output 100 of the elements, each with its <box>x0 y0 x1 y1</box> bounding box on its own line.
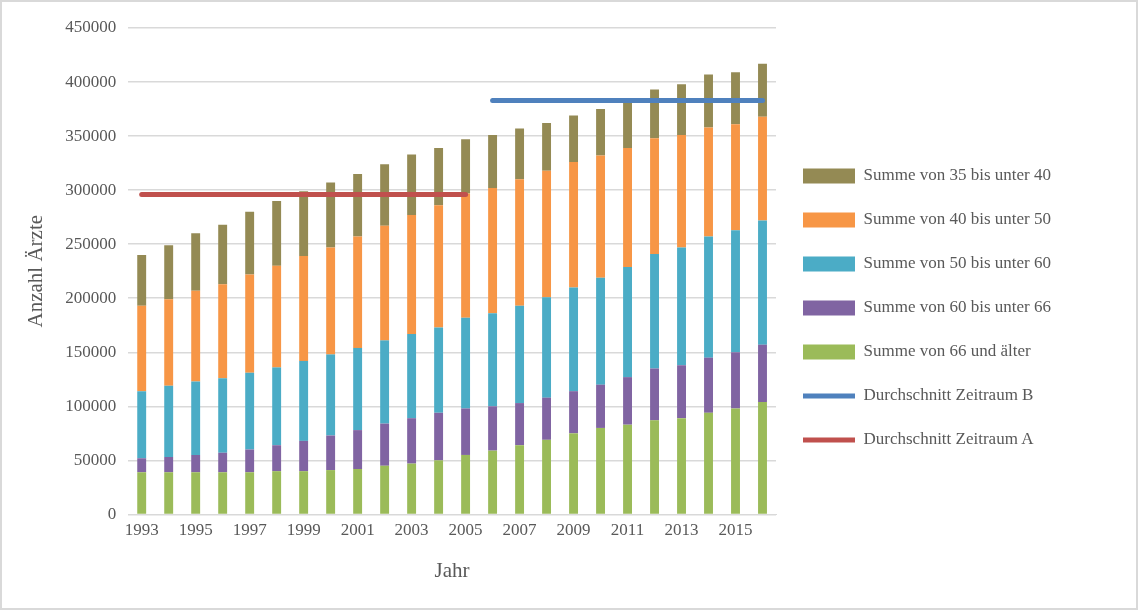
y-tick-label: 200000 <box>65 287 117 307</box>
y-axis-title: Anzahl Ärzte <box>23 214 48 328</box>
bar <box>758 344 767 402</box>
bar <box>380 340 390 424</box>
x-tick-label: 2005 <box>448 520 483 540</box>
x-tick-label: 2003 <box>394 520 429 540</box>
bar <box>542 439 552 514</box>
bar <box>326 435 336 471</box>
bar <box>407 463 417 514</box>
bar <box>191 290 201 382</box>
bar <box>380 225 390 341</box>
bar <box>650 368 659 421</box>
bar <box>596 427 606 514</box>
bar <box>434 460 444 514</box>
bar <box>272 367 282 446</box>
x-tick-label: 2013 <box>664 520 699 540</box>
bar <box>191 381 201 455</box>
bar <box>380 164 390 226</box>
bar <box>758 116 767 221</box>
bar <box>272 200 282 266</box>
y-tick-label: 0 <box>107 503 117 523</box>
bar <box>407 333 417 419</box>
bar <box>515 445 525 514</box>
bar <box>704 236 713 358</box>
bar <box>272 471 282 514</box>
bar <box>218 472 228 514</box>
bar <box>137 254 147 306</box>
bar <box>569 162 579 288</box>
bar <box>596 384 606 428</box>
bar <box>488 450 498 514</box>
bar <box>164 457 174 473</box>
bar <box>137 305 147 392</box>
bar <box>164 385 174 458</box>
x-tick-label: 1995 <box>178 520 213 540</box>
bar <box>704 357 713 413</box>
bar <box>758 63 767 117</box>
bar <box>299 440 309 472</box>
bar <box>731 408 740 514</box>
bar <box>488 187 498 314</box>
legend-label: Summe von 40 bis unter 50 <box>863 209 1051 229</box>
bar <box>542 297 552 398</box>
x-tick-label: 1997 <box>232 520 268 540</box>
y-tick-label: 400000 <box>65 71 117 91</box>
x-tick-label: 2015 <box>718 520 753 540</box>
x-tick-label: 2007 <box>502 520 538 540</box>
bar <box>731 352 740 409</box>
bar <box>326 354 336 436</box>
y-tick-label: 50000 <box>73 449 117 469</box>
x-tick-label: 2009 <box>556 520 591 540</box>
bar <box>380 465 390 514</box>
bar <box>299 360 309 441</box>
bar <box>596 109 606 156</box>
bar <box>488 135 498 188</box>
legend-label: Summe von 66 und älter <box>863 341 1031 361</box>
bar <box>218 378 228 453</box>
bar <box>677 247 686 366</box>
bar <box>299 256 309 361</box>
bar <box>245 211 255 275</box>
bar <box>380 423 390 466</box>
bar <box>542 123 552 171</box>
bar <box>569 115 579 163</box>
y-tick-label: 350000 <box>65 125 117 145</box>
bar <box>245 472 255 514</box>
bar <box>353 173 363 237</box>
y-tick-label: 150000 <box>65 341 117 361</box>
x-tick-label: 2011 <box>610 520 645 540</box>
bar <box>407 154 417 215</box>
bar <box>623 424 632 514</box>
bar <box>704 412 713 514</box>
y-tick-label: 450000 <box>65 17 117 37</box>
x-tick-label: 1999 <box>286 520 321 540</box>
bar <box>542 397 552 440</box>
bar <box>515 179 525 306</box>
bar <box>164 245 174 300</box>
bar <box>542 170 552 298</box>
bar <box>596 277 606 385</box>
bar <box>650 253 659 369</box>
bar <box>191 472 201 514</box>
bar <box>299 471 309 514</box>
bar <box>731 124 740 231</box>
bar <box>137 472 147 514</box>
bar <box>461 408 471 455</box>
bar <box>191 454 201 473</box>
x-tick-label: 1993 <box>124 520 159 540</box>
bar <box>461 193 471 318</box>
legend-label: Summe von 35 bis unter 40 <box>863 165 1051 185</box>
bar <box>434 412 444 461</box>
bar <box>623 147 632 267</box>
bar <box>758 220 767 345</box>
bar <box>137 458 147 473</box>
bar <box>488 406 498 451</box>
bar <box>569 433 579 514</box>
bar <box>461 139 471 194</box>
y-tick-label: 250000 <box>65 233 117 253</box>
bar <box>704 74 713 128</box>
bar <box>434 327 444 413</box>
y-tick-label: 300000 <box>65 179 117 199</box>
bar <box>164 472 174 514</box>
x-tick-label: 2001 <box>340 520 375 540</box>
bar <box>164 299 174 386</box>
